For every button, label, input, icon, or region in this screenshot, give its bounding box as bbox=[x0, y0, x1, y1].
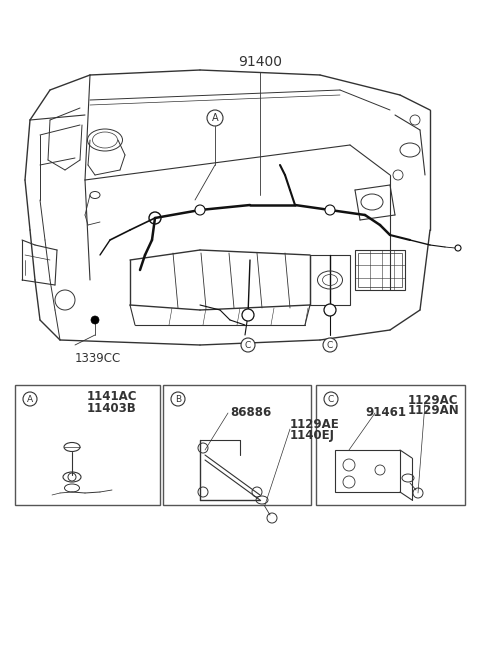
Text: C: C bbox=[245, 341, 251, 350]
Circle shape bbox=[23, 392, 37, 406]
Text: C: C bbox=[327, 341, 333, 350]
Circle shape bbox=[195, 205, 205, 215]
Bar bbox=[358, 253, 402, 287]
Circle shape bbox=[241, 338, 255, 352]
Circle shape bbox=[325, 205, 335, 215]
Bar bbox=[15, 385, 160, 505]
Bar bbox=[316, 385, 465, 505]
Circle shape bbox=[171, 392, 185, 406]
Text: 1339CC: 1339CC bbox=[75, 352, 121, 364]
Bar bbox=[335, 450, 400, 492]
Circle shape bbox=[324, 304, 336, 316]
Text: 91400: 91400 bbox=[238, 55, 282, 69]
Text: C: C bbox=[328, 394, 334, 403]
Text: 1129AC: 1129AC bbox=[408, 394, 458, 407]
Circle shape bbox=[207, 110, 223, 126]
Text: 1141AC: 1141AC bbox=[87, 390, 137, 403]
Text: 86886: 86886 bbox=[230, 407, 271, 419]
Bar bbox=[355, 250, 405, 290]
Circle shape bbox=[242, 309, 254, 321]
Circle shape bbox=[323, 338, 337, 352]
Text: 11403B: 11403B bbox=[87, 402, 137, 415]
Text: B: B bbox=[175, 394, 181, 403]
Text: 1129AE: 1129AE bbox=[290, 419, 340, 432]
Circle shape bbox=[91, 316, 99, 324]
Text: 91461: 91461 bbox=[365, 407, 406, 419]
Text: 1140EJ: 1140EJ bbox=[290, 430, 335, 443]
Text: 1129AN: 1129AN bbox=[408, 405, 460, 417]
Bar bbox=[310, 255, 350, 305]
Text: A: A bbox=[212, 113, 218, 123]
Circle shape bbox=[324, 392, 338, 406]
Bar bbox=[163, 385, 311, 505]
Text: A: A bbox=[27, 394, 33, 403]
